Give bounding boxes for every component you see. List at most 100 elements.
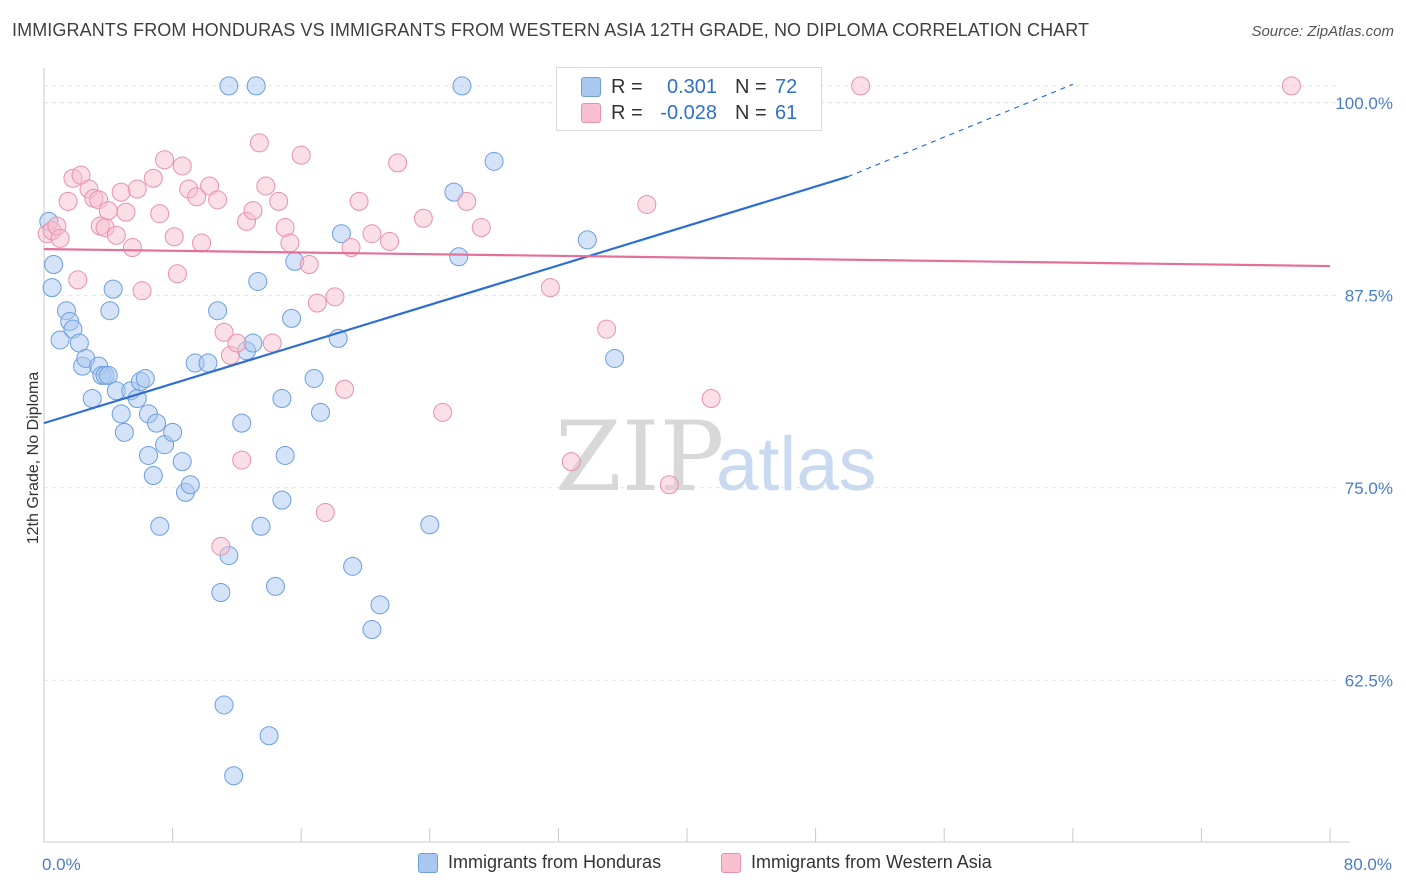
data-point <box>68 270 88 290</box>
data-point <box>180 475 200 495</box>
data-point <box>138 445 158 465</box>
data-point <box>214 695 234 715</box>
data-point <box>111 404 131 424</box>
data-point <box>457 191 477 211</box>
data-point <box>577 230 597 250</box>
y-tick-label: 87.5% <box>1345 286 1393 305</box>
data-point <box>243 201 263 221</box>
data-point <box>249 133 269 153</box>
grid-lines <box>44 85 1340 681</box>
data-point <box>192 233 212 253</box>
legend-label-western-asia: Immigrants from Western Asia <box>751 852 992 872</box>
legend-swatch-western-asia <box>721 852 741 873</box>
data-point <box>307 293 327 313</box>
data-point <box>280 233 300 253</box>
data-point <box>50 228 70 248</box>
data-point <box>272 388 292 408</box>
data-point <box>265 576 285 596</box>
data-point <box>304 368 324 388</box>
data-point <box>224 766 244 786</box>
legend-n-value: 61 <box>775 101 798 124</box>
legend-n-value: 72 <box>775 75 798 98</box>
data-point <box>343 556 363 576</box>
series-1 <box>37 76 1301 556</box>
data-point <box>325 287 345 307</box>
data-point <box>143 168 163 188</box>
data-point <box>103 279 123 299</box>
legend-swatch-honduras <box>581 77 601 97</box>
data-point <box>851 76 871 96</box>
data-point <box>420 515 440 535</box>
data-point <box>135 368 155 388</box>
data-point <box>362 619 382 639</box>
trend-lines <box>43 83 1331 425</box>
trend-line-western-asia <box>43 248 1331 268</box>
data-point <box>597 319 617 339</box>
source-label: Source: ZipAtlas.com <box>1251 23 1394 40</box>
x-tick-label-max: 80.0% <box>1344 855 1392 874</box>
data-point <box>272 490 292 510</box>
data-point <box>246 76 266 96</box>
data-point <box>275 445 295 465</box>
data-point <box>150 204 170 224</box>
trend-line-honduras <box>43 175 849 425</box>
data-point <box>380 231 400 251</box>
data-point <box>114 422 134 442</box>
data-point <box>50 330 70 350</box>
data-point <box>127 179 147 199</box>
tick-labels: 62.5% 75.0% 87.5% 100.0% <box>1335 94 1393 690</box>
legend-item-honduras: Immigrants from Honduras <box>418 852 661 873</box>
data-point <box>413 208 433 228</box>
chart-title: IMMIGRANTS FROM HONDURAS VS IMMIGRANTS F… <box>12 20 1090 40</box>
data-point <box>111 182 131 202</box>
data-point <box>98 201 118 221</box>
data-point <box>561 452 581 472</box>
data-point <box>251 516 271 536</box>
data-point <box>310 402 330 422</box>
data-point <box>98 365 118 385</box>
legend-item-western-asia: Immigrants from Western Asia <box>721 852 992 873</box>
data-point <box>262 333 282 353</box>
watermark: ZIP atlas <box>555 401 877 513</box>
data-point <box>232 450 252 470</box>
data-point <box>187 187 207 207</box>
data-point <box>198 353 218 373</box>
data-point <box>167 264 187 284</box>
data-point <box>214 322 234 342</box>
data-point <box>219 76 239 96</box>
data-point <box>449 247 469 267</box>
data-point <box>42 278 62 298</box>
series-legend: Immigrants from Honduras Immigrants from… <box>0 852 1406 878</box>
data-point <box>291 145 311 165</box>
data-point <box>100 301 120 321</box>
data-point <box>243 333 263 353</box>
x-tick-label-min: 0.0% <box>42 855 81 874</box>
data-point <box>349 191 369 211</box>
data-point <box>659 475 679 495</box>
axes <box>43 68 1350 843</box>
data-point <box>484 151 504 171</box>
data-point <box>208 190 228 210</box>
data-point <box>211 536 231 556</box>
data-point <box>331 224 351 244</box>
data-point <box>116 202 136 222</box>
data-point <box>259 726 279 746</box>
legend-r-value: -0.028 <box>660 101 717 124</box>
data-point <box>172 452 192 472</box>
data-point <box>82 388 102 408</box>
data-point <box>155 150 175 170</box>
y-axis-title: 12th Grade, No Diploma <box>25 372 42 545</box>
data-point <box>471 218 491 238</box>
legend-row-western-asia: R = -0.028 N = 61 <box>581 101 797 125</box>
data-point <box>122 238 142 258</box>
legend-r-label: R = <box>611 101 643 124</box>
data-point <box>701 388 721 408</box>
data-point <box>163 422 183 442</box>
data-point <box>1281 76 1301 96</box>
y-tick-label: 62.5% <box>1345 671 1393 690</box>
data-point <box>388 153 408 173</box>
data-point <box>269 191 289 211</box>
data-point <box>299 255 319 274</box>
data-point <box>370 595 390 615</box>
